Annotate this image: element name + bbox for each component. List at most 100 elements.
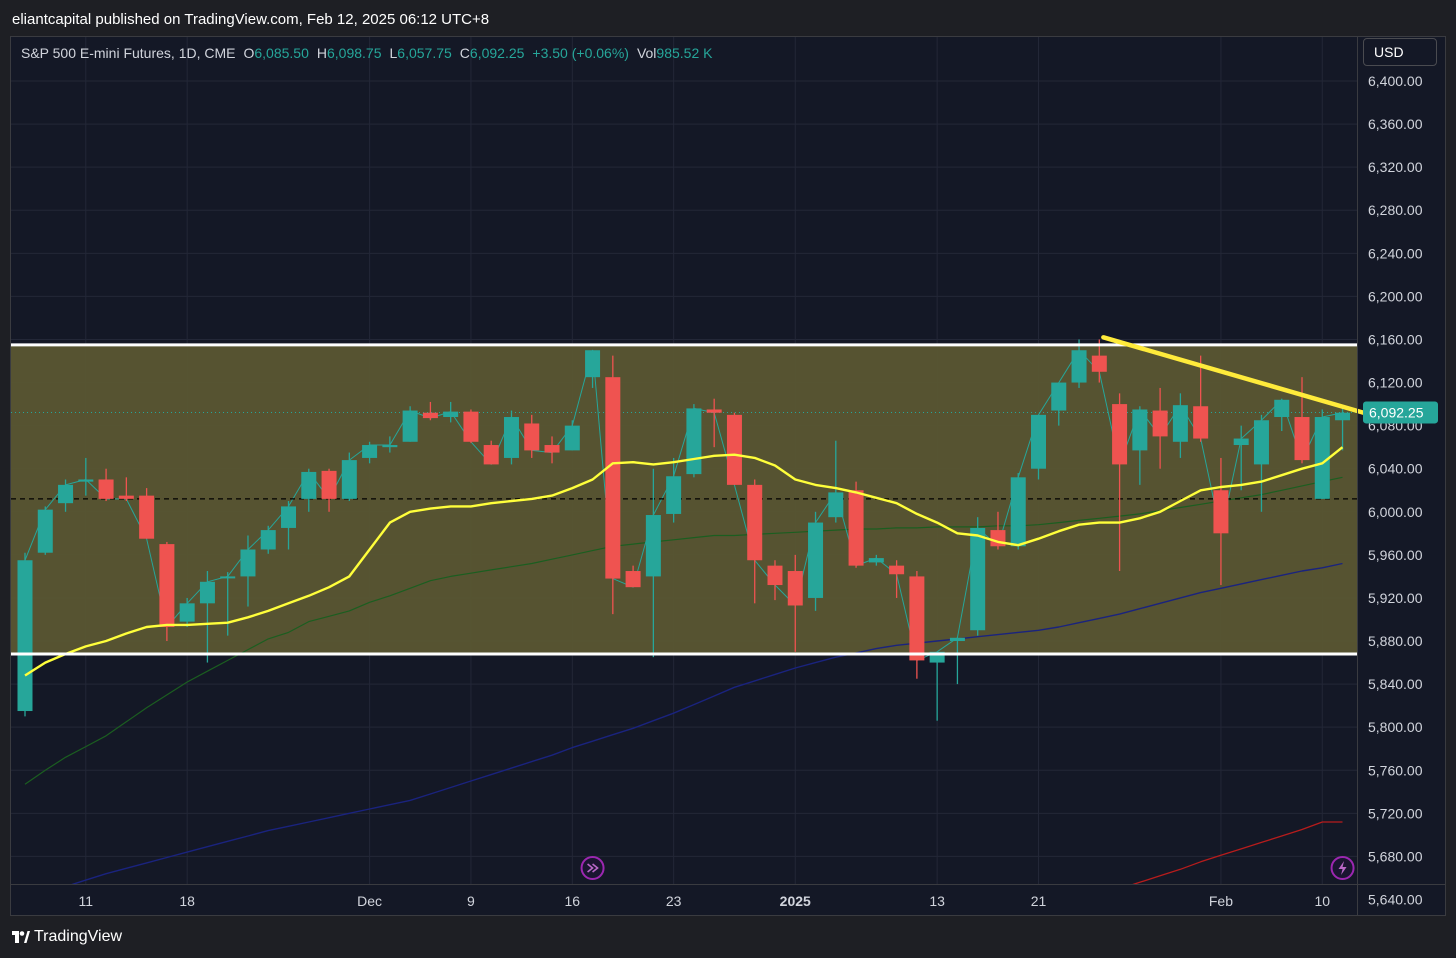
candle-down[interactable]	[787, 554, 803, 652]
candle-up[interactable]	[1233, 425, 1249, 491]
candle-up[interactable]	[240, 535, 256, 607]
tradingview-logo[interactable]: TradingView	[12, 928, 122, 946]
candle-up[interactable]	[645, 468, 661, 658]
candle-up[interactable]	[666, 457, 682, 523]
candle-down[interactable]	[1294, 377, 1310, 464]
candle-down[interactable]	[321, 468, 337, 512]
dividend-icon[interactable]	[580, 856, 605, 880]
candle-down[interactable]	[726, 412, 742, 485]
candle-down[interactable]	[118, 477, 134, 502]
candle-up[interactable]	[1071, 339, 1087, 388]
candle-down[interactable]	[98, 468, 114, 502]
candle-down[interactable]	[1112, 393, 1128, 572]
candle-body	[362, 445, 378, 458]
candle-up[interactable]	[1335, 406, 1351, 451]
ma-mid-line[interactable]	[24, 476, 1343, 785]
candle-up[interactable]	[220, 572, 236, 636]
candle-up[interactable]	[382, 436, 398, 453]
candle-down[interactable]	[889, 560, 905, 598]
candle-up[interactable]	[808, 511, 824, 611]
resistance-trendline[interactable]	[1101, 335, 1374, 418]
time-tick-label: 9	[467, 893, 475, 909]
candle-down[interactable]	[625, 565, 641, 588]
candle-up[interactable]	[17, 552, 33, 717]
candle-up[interactable]	[281, 501, 297, 550]
candle-down[interactable]	[1091, 339, 1107, 383]
candle-up[interactable]	[199, 571, 215, 663]
candle-up[interactable]	[1010, 473, 1026, 550]
candle-up[interactable]	[828, 440, 844, 523]
candle-body	[706, 409, 722, 413]
candle-up[interactable]	[929, 651, 945, 721]
candle-up[interactable]	[1314, 409, 1330, 499]
candle-down[interactable]	[909, 571, 925, 679]
candle-up[interactable]	[503, 410, 519, 465]
price-tick-label: 5,720.00	[1368, 805, 1423, 821]
candle-up[interactable]	[1132, 406, 1148, 485]
currency-button[interactable]: USD	[1363, 38, 1437, 66]
ma-slow-line[interactable]	[25, 562, 1343, 900]
candle-body	[1253, 420, 1269, 465]
candle-down[interactable]	[524, 414, 540, 458]
candle-up[interactable]	[564, 420, 580, 451]
candle-up[interactable]	[58, 479, 74, 512]
ma-fast-line[interactable]	[24, 446, 1344, 677]
ma-long-line[interactable]	[957, 821, 1343, 943]
candle-up[interactable]	[301, 468, 317, 512]
candle-down[interactable]	[139, 488, 155, 539]
last-price-label[interactable]: 6,092.25	[1363, 401, 1438, 424]
candle-down[interactable]	[463, 409, 479, 443]
candle-body	[1335, 412, 1351, 421]
candle-down[interactable]	[1193, 355, 1209, 442]
candle-up[interactable]	[949, 637, 965, 685]
candle-body	[605, 377, 621, 579]
candle-down[interactable]	[483, 440, 499, 465]
symbol-title[interactable]: S&P 500 E-mini Futures, 1D, CME	[21, 45, 236, 61]
candle-body	[1233, 438, 1249, 446]
candle-up[interactable]	[1274, 398, 1290, 432]
candle-down[interactable]	[544, 436, 560, 464]
candle-body	[382, 445, 398, 448]
candle-body	[1172, 405, 1188, 442]
candle-up[interactable]	[78, 457, 94, 496]
candle-up[interactable]	[402, 406, 418, 442]
candle-body	[17, 560, 33, 712]
candle-up[interactable]	[260, 525, 276, 554]
candle-down[interactable]	[706, 398, 722, 448]
candle-body	[726, 414, 742, 485]
range-zone[interactable]	[11, 344, 1357, 654]
candle-up[interactable]	[868, 554, 884, 566]
candle-down[interactable]	[605, 355, 621, 615]
candle-up[interactable]	[1051, 382, 1067, 426]
candle-up[interactable]	[37, 506, 53, 555]
candle-body	[767, 565, 783, 586]
lightning-glyph	[1338, 861, 1347, 875]
candle-up[interactable]	[1172, 393, 1188, 458]
candle-body	[868, 558, 884, 563]
candle-up[interactable]	[1031, 414, 1046, 480]
candle-body	[828, 492, 844, 518]
lightning-icon[interactable]	[1330, 856, 1355, 880]
footer-bar	[0, 918, 1456, 958]
candle-down[interactable]	[1152, 387, 1168, 469]
candle-body	[1031, 414, 1046, 469]
time-tick-label: 23	[666, 893, 682, 909]
candle-down[interactable]	[848, 481, 864, 568]
candle-down[interactable]	[1213, 457, 1229, 586]
candle-down[interactable]	[747, 479, 763, 604]
time-tick-label: Feb	[1209, 893, 1233, 909]
candle-up[interactable]	[443, 401, 459, 423]
candle-down[interactable]	[422, 401, 438, 421]
close-value: 6,092.25	[469, 45, 525, 61]
candle-up[interactable]	[179, 597, 195, 628]
candle-up[interactable]	[341, 452, 357, 502]
candle-up[interactable]	[686, 404, 702, 478]
candle-up[interactable]	[1253, 414, 1269, 512]
price-tick-label: 5,680.00	[1368, 848, 1423, 864]
candle-body	[159, 544, 175, 628]
candle-down[interactable]	[767, 560, 783, 601]
candle-up[interactable]	[970, 517, 986, 636]
candle-up[interactable]	[362, 441, 378, 464]
candle-up[interactable]	[585, 350, 601, 388]
